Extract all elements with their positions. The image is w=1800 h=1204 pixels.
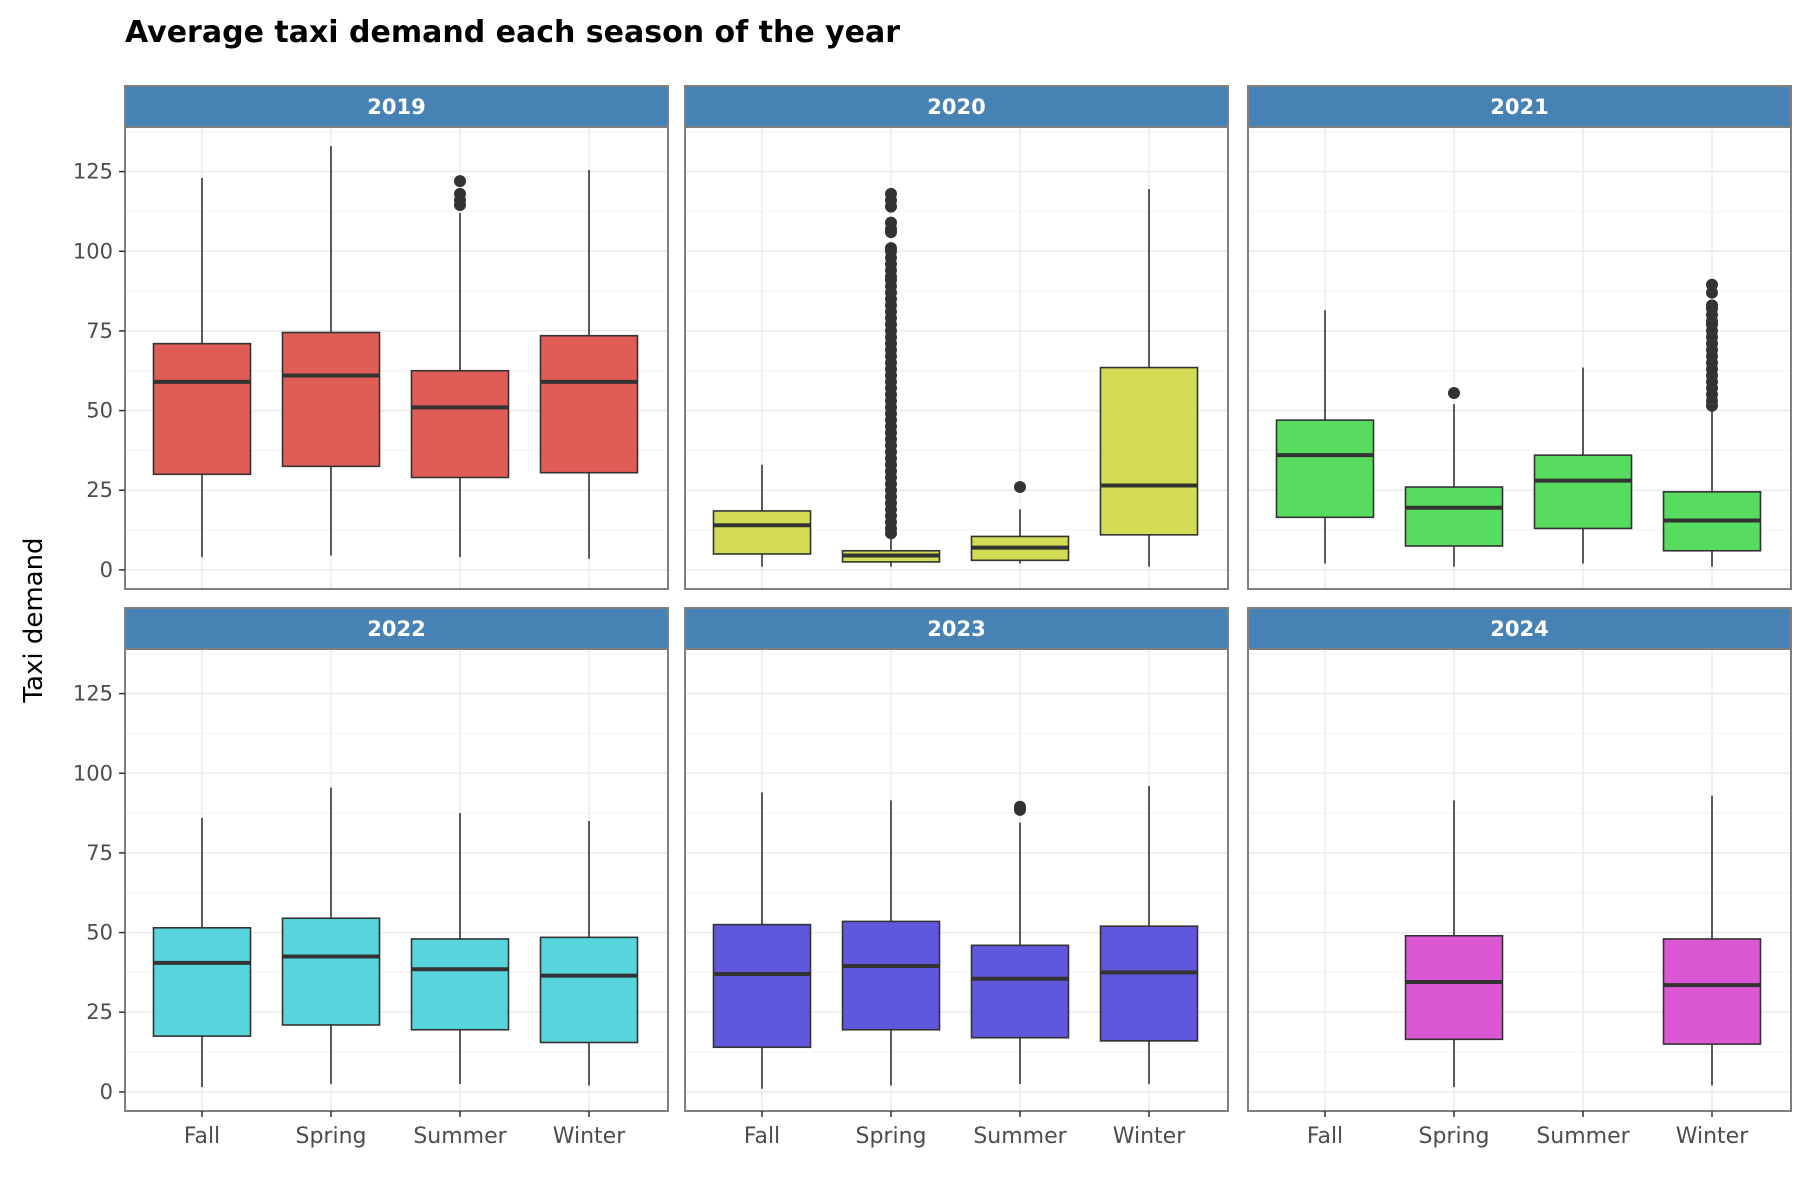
y-axis-label: Taxi demand	[19, 537, 49, 703]
facet-panel-2022: 2022 0 25 50 75 100 125 Fall Spring Summer Winter	[73, 607, 669, 1149]
box-2022-spring	[281, 787, 381, 1084]
facet-strip-label: 2019	[367, 95, 425, 119]
outlier-point	[1448, 387, 1460, 400]
box-2019-winter	[539, 170, 639, 559]
box-2019-spring	[281, 146, 381, 556]
facet-strip	[124, 85, 669, 128]
outlier-point	[1014, 800, 1026, 813]
outlier-point	[454, 187, 466, 200]
outlier-point	[885, 216, 897, 229]
y-tick-label: 125	[73, 682, 113, 706]
outlier-point	[1706, 278, 1718, 291]
facet-panel-2021: 2021	[1247, 85, 1792, 590]
y-tick-label: 25	[86, 1000, 113, 1024]
box-2019-fall	[152, 177, 252, 558]
box-2024-winter	[1662, 795, 1762, 1086]
y-tick-label: 0	[100, 1080, 113, 1104]
facet-panel-2019: 2019 0 25 50 75 100 125	[73, 85, 669, 590]
facet-panel-2023: 2023 Fall Spring Summer Winter	[684, 607, 1229, 1149]
box-iqr	[970, 944, 1070, 1039]
box-2020-spring	[841, 187, 941, 567]
facet-strip-label: 2021	[1490, 95, 1548, 119]
outlier-point	[1706, 299, 1718, 312]
box-2023-summer	[970, 800, 1070, 1084]
box-2023-winter	[1099, 786, 1199, 1084]
box-iqr	[841, 920, 941, 1031]
facet-strip	[1247, 85, 1792, 128]
box-iqr	[712, 923, 812, 1049]
box-2021-spring	[1404, 387, 1504, 567]
box-2021-winter	[1662, 278, 1762, 567]
facet-panel-2024: 2024 Fall Spring Summer Winter	[1247, 607, 1792, 1149]
x-tick-label: Fall	[1307, 1124, 1343, 1149]
box-2022-fall	[152, 817, 252, 1088]
box-iqr	[1662, 938, 1762, 1045]
x-tick-label: Summer	[413, 1124, 507, 1149]
chart-title: Average taxi demand each season of the y…	[125, 15, 900, 50]
x-tick-label: Fall	[744, 1124, 780, 1149]
y-tick-label: 0	[100, 558, 113, 582]
box-iqr	[1275, 419, 1375, 519]
facet-panel-2020: 2020	[684, 85, 1229, 590]
box-iqr	[1099, 925, 1199, 1042]
x-tick-label: Winter	[1113, 1124, 1186, 1149]
box-2022-winter	[539, 821, 639, 1086]
box-iqr	[1099, 366, 1199, 536]
facet-strip-label: 2022	[367, 617, 425, 641]
box-iqr	[152, 342, 252, 476]
facet-panels: 2019 0 25 50 75 100 125 2020 2021 2022 0 25 50 75 100 1…	[73, 85, 1792, 1149]
x-tick-label: Spring	[1419, 1124, 1490, 1149]
y-tick-label: 100	[73, 761, 113, 785]
y-tick-label: 100	[73, 239, 113, 263]
facet-strip-label: 2020	[927, 95, 985, 119]
box-iqr	[410, 369, 510, 479]
box-iqr	[410, 938, 510, 1031]
y-tick-label: 25	[86, 478, 113, 502]
box-iqr	[539, 936, 639, 1044]
box-2023-fall	[712, 792, 812, 1089]
x-tick-label: Summer	[973, 1124, 1067, 1149]
facet-strip	[684, 85, 1229, 128]
box-iqr	[1404, 486, 1504, 547]
box-iqr	[281, 331, 381, 468]
y-tick-label: 125	[73, 160, 113, 184]
x-tick-label: Fall	[184, 1124, 220, 1149]
x-tick-label: Summer	[1536, 1124, 1630, 1149]
facet-strip	[124, 607, 669, 650]
y-tick-label: 75	[86, 841, 113, 865]
box-iqr	[539, 334, 639, 474]
facet-strip	[684, 607, 1229, 650]
box-2024-spring	[1404, 800, 1504, 1088]
box-iqr	[712, 510, 812, 555]
y-tick-label: 50	[86, 921, 113, 945]
box-2020-summer	[970, 481, 1070, 564]
box-iqr	[1404, 934, 1504, 1041]
facet-strip	[1247, 607, 1792, 650]
box-2020-fall	[712, 464, 812, 567]
box-iqr	[281, 917, 381, 1026]
outlier-point	[885, 242, 897, 255]
y-tick-label: 75	[86, 319, 113, 343]
box-2020-winter	[1099, 189, 1199, 567]
box-2022-summer	[410, 813, 510, 1084]
box-2019-summer	[410, 175, 510, 558]
box-2021-summer	[1533, 367, 1633, 564]
outlier-point	[885, 187, 897, 200]
facet-strip-label: 2024	[1490, 617, 1548, 641]
outlier-point	[454, 175, 466, 188]
box-2023-spring	[841, 800, 941, 1086]
box-iqr	[1533, 454, 1633, 530]
box-iqr	[152, 926, 252, 1037]
y-tick-label: 50	[86, 399, 113, 423]
outlier-point	[1014, 481, 1026, 494]
box-2021-fall	[1275, 310, 1375, 564]
x-tick-label: Winter	[1676, 1124, 1749, 1149]
x-tick-label: Spring	[296, 1124, 367, 1149]
x-tick-label: Spring	[856, 1124, 927, 1149]
facet-strip-label: 2023	[927, 617, 985, 641]
x-tick-label: Winter	[553, 1124, 626, 1149]
